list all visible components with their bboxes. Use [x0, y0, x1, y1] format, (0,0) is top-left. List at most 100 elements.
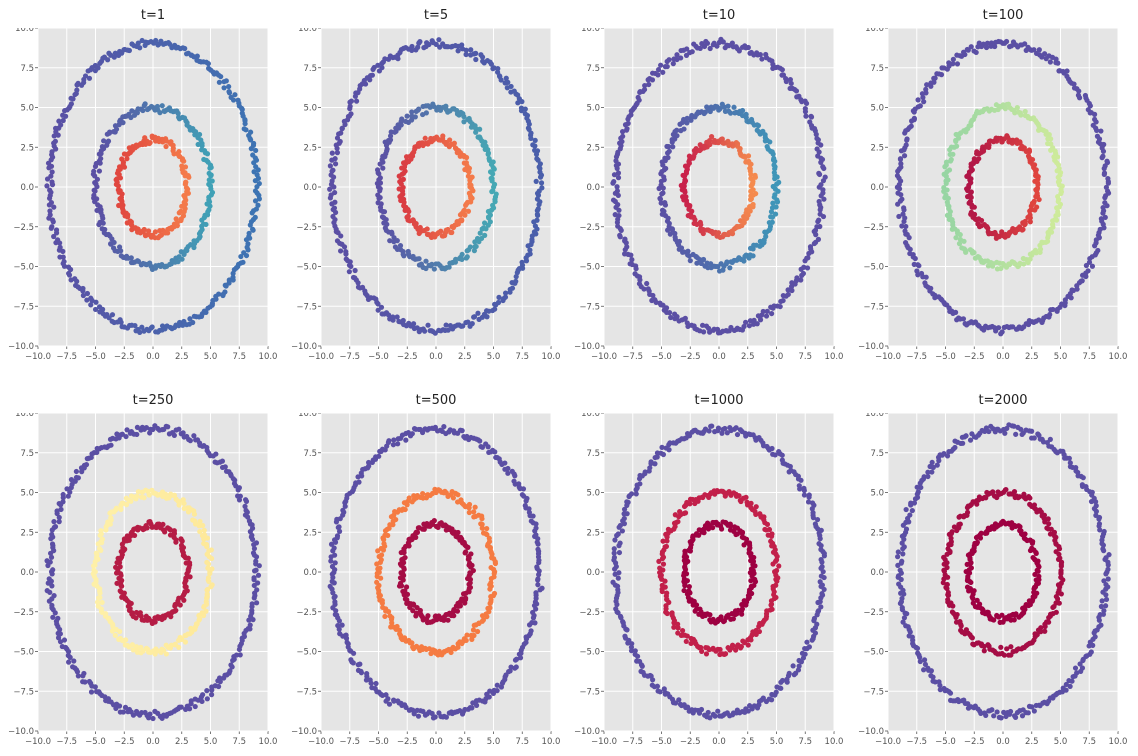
scatter-point [815, 236, 822, 242]
scatter-point [809, 500, 816, 506]
scatter-point [328, 541, 335, 547]
tick-label-y: −2.5 [13, 223, 34, 233]
scatter-point [336, 626, 342, 632]
scatter-point [971, 48, 977, 54]
scatter-point [722, 45, 728, 51]
scatter-point [334, 150, 341, 156]
scatter-point [817, 579, 823, 585]
scatter-point [378, 304, 385, 310]
tick-label-y: −5.0 [13, 648, 34, 658]
scatter-point [681, 503, 688, 510]
scatter-point [615, 175, 622, 181]
tick-label-x: −5.0 [651, 352, 672, 362]
scatter-point [249, 226, 256, 232]
scatter-point [391, 698, 397, 704]
scatter-point [720, 519, 726, 525]
scatter-point [185, 186, 191, 192]
tick-label-y: 5.0 [586, 489, 600, 499]
scatter-point [203, 608, 209, 614]
scatter-point [798, 277, 804, 283]
scatter-point [538, 180, 545, 186]
scatter-point [376, 195, 382, 201]
ring-series [90, 101, 216, 272]
scatter-point [398, 583, 405, 589]
scatter-point [751, 570, 757, 576]
scatter-point [1102, 200, 1108, 206]
scatter-point [204, 559, 210, 565]
ring-series [44, 37, 262, 335]
scatter-point [956, 241, 963, 247]
scatter-point [463, 549, 469, 555]
scatter-point [469, 705, 475, 711]
scatter-point [957, 232, 963, 238]
scatter-point [253, 558, 259, 564]
scatter-point [759, 56, 765, 62]
ring-series [610, 36, 828, 336]
scatter-point [685, 704, 691, 710]
scatter-point [1105, 188, 1111, 194]
scatter-point [539, 585, 545, 591]
scatter-point [644, 280, 650, 287]
scatter-point [699, 41, 705, 47]
scatter-point [534, 217, 540, 223]
scatter-point [1095, 247, 1101, 254]
scatter-point [119, 583, 125, 589]
scatter-point [66, 659, 72, 665]
tick-label-x: −2.5 [397, 352, 418, 362]
scatter-point [741, 258, 747, 264]
scatter-point [201, 527, 207, 533]
scatter-point [110, 623, 116, 629]
scatter-point [688, 640, 694, 647]
scatter-point [932, 295, 938, 301]
scatter-point [1082, 92, 1088, 99]
scatter-point [1025, 321, 1032, 328]
scatter-point [73, 468, 79, 475]
scatter-point [776, 179, 782, 185]
scatter-point [57, 240, 63, 246]
scatter-point [353, 98, 360, 104]
scatter-point [389, 231, 395, 237]
scatter-point [422, 328, 428, 334]
scatter-point [124, 427, 130, 433]
tick-label-x: 5.0 [770, 737, 784, 747]
scatter-point [616, 524, 622, 530]
scatter-point [127, 430, 133, 436]
scatter-point [247, 622, 253, 628]
scatter-point [251, 545, 258, 552]
scatter-point [664, 534, 670, 540]
scatter-point [94, 184, 100, 190]
scatter-point [722, 108, 729, 114]
scatter-point [381, 536, 387, 543]
scatter-point [355, 474, 361, 480]
scatter-point [715, 230, 722, 236]
scatter-point [896, 186, 903, 192]
scatter-point [486, 694, 492, 700]
scatter-point [206, 181, 212, 187]
scatter-point [188, 698, 194, 704]
scatter-point [960, 316, 967, 322]
scatter-point [51, 133, 57, 139]
scatter-point [1023, 47, 1029, 53]
scatter-point [330, 574, 336, 581]
scatter-point [710, 42, 716, 48]
scatter-point [250, 550, 257, 556]
scatter-point [750, 253, 756, 259]
scatter-point [176, 149, 182, 155]
scatter-point [461, 119, 467, 125]
scatter-point [681, 554, 687, 560]
scatter-point [416, 40, 422, 46]
scatter-point [327, 195, 333, 201]
scatter-point [513, 274, 519, 280]
tick-label-x: 5.0 [770, 352, 784, 362]
scatter-point [252, 214, 258, 220]
scatter-point [114, 560, 120, 566]
scatter-point [745, 708, 751, 714]
tick-label-y: 0.0 [586, 568, 600, 578]
scatter-point [533, 178, 539, 184]
scatter-point [206, 170, 212, 176]
scatter-point [336, 131, 342, 137]
scatter-point [400, 317, 406, 324]
scatter-point [909, 118, 915, 124]
scatter-point [806, 492, 812, 498]
scatter-point [478, 52, 484, 58]
